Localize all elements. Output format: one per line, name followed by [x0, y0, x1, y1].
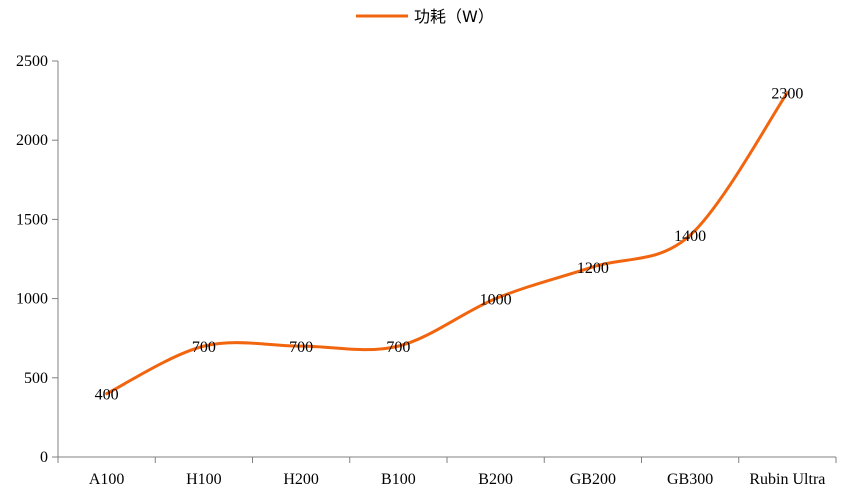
y-tick-label: 2000: [16, 132, 48, 149]
legend-label: 功耗（W）: [414, 7, 494, 26]
x-tick-label: Rubin Ultra: [749, 471, 825, 488]
y-axis: 0 500 1000 1500 2000 2500: [16, 53, 59, 466]
legend: 功耗（W）: [356, 7, 494, 26]
x-tick-label: A100: [89, 471, 125, 488]
y-tick-label: 1000: [16, 291, 48, 308]
data-label: 700: [289, 339, 313, 356]
x-axis: A100 H100 H200 B100 B200 GB200 GB300 Rubin Ultr…: [57, 456, 837, 488]
data-label: 1000: [480, 292, 512, 309]
data-label: 400: [95, 387, 119, 404]
data-label: 1400: [674, 228, 706, 245]
data-labels: 400 700 700 700 1000 1200 1400 2300: [95, 86, 804, 404]
x-tick-label: H100: [186, 471, 222, 488]
y-tick-label: 1500: [16, 211, 48, 228]
data-label: 700: [386, 339, 410, 356]
x-tick-label: B100: [381, 471, 416, 488]
y-tick-label: 2500: [16, 53, 48, 70]
x-tick-label: H200: [283, 471, 319, 488]
x-tick-label: GB200: [570, 471, 616, 488]
data-label: 700: [192, 339, 216, 356]
data-label: 2300: [771, 86, 803, 103]
y-tick-label: 0: [40, 449, 48, 466]
x-tick-label: GB300: [667, 471, 713, 488]
y-tick-label: 500: [24, 370, 48, 387]
x-tick-label: B200: [478, 471, 513, 488]
data-label: 1200: [577, 260, 609, 277]
series-layer: [105, 91, 789, 396]
series-line: [105, 91, 789, 396]
